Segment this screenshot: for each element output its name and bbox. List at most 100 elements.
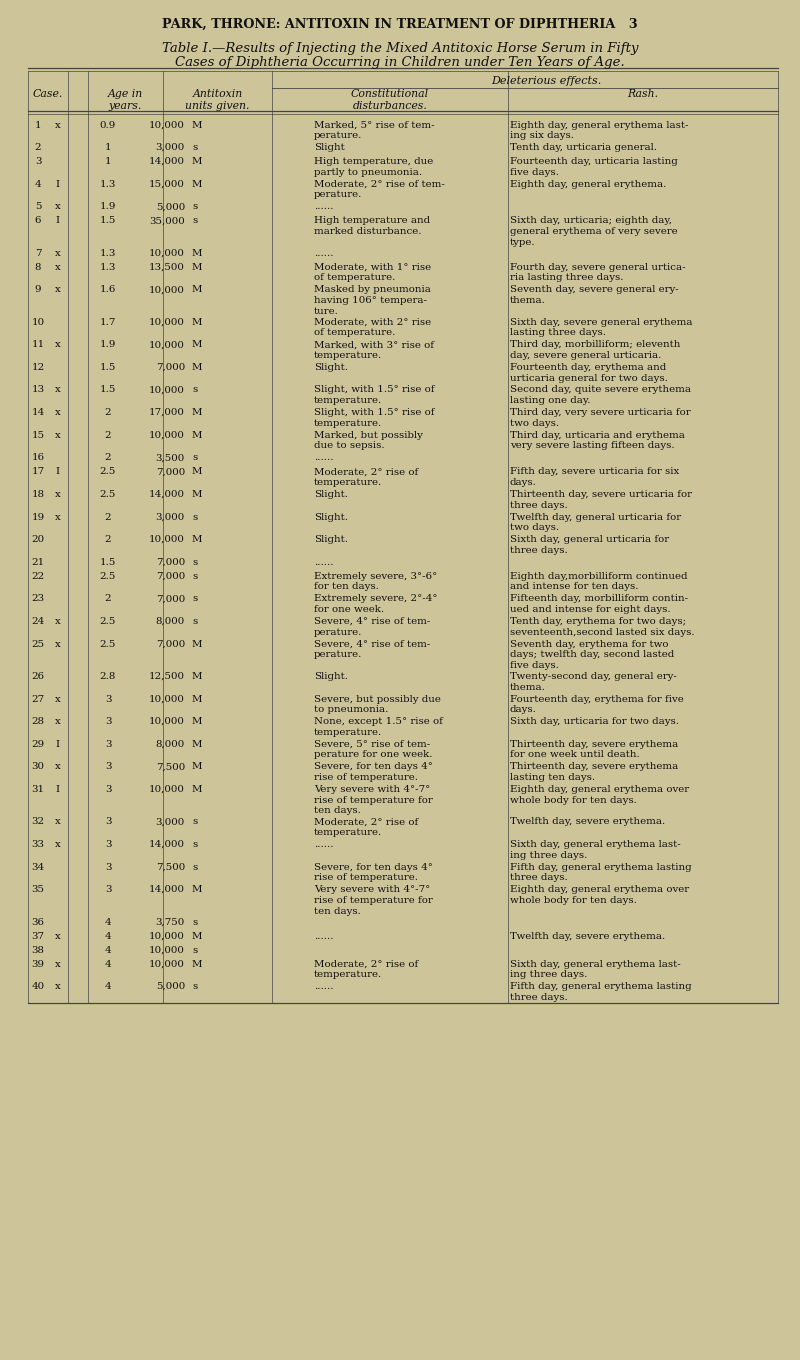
Text: Third day, urticaria and erythema
very severe lasting fifteen days.: Third day, urticaria and erythema very s… xyxy=(510,431,685,450)
Text: M: M xyxy=(192,286,202,294)
Text: 10,000: 10,000 xyxy=(149,385,185,394)
Text: M: M xyxy=(192,695,202,703)
Text: Extremely severe, 3°-6°
for ten days.: Extremely severe, 3°-6° for ten days. xyxy=(314,571,438,592)
Text: M: M xyxy=(192,672,202,681)
Text: M: M xyxy=(192,180,202,189)
Text: s: s xyxy=(192,862,198,872)
Text: 10,000: 10,000 xyxy=(149,286,185,294)
Text: M: M xyxy=(192,431,202,439)
Text: Moderate, with 2° rise
of temperature.: Moderate, with 2° rise of temperature. xyxy=(314,318,431,337)
Text: Sixth day, urticaria for two days.: Sixth day, urticaria for two days. xyxy=(510,717,679,726)
Text: Twenty-second day, general ery-
thema.: Twenty-second day, general ery- thema. xyxy=(510,672,677,692)
Text: 3,000: 3,000 xyxy=(156,817,185,827)
Text: 19: 19 xyxy=(31,513,45,521)
Text: 14,000: 14,000 xyxy=(149,490,185,499)
Text: 2: 2 xyxy=(105,453,111,462)
Text: 10,000: 10,000 xyxy=(149,534,185,544)
Text: x: x xyxy=(55,717,61,726)
Text: Twelfth day, general urticaria for
two days.: Twelfth day, general urticaria for two d… xyxy=(510,513,681,532)
Text: s: s xyxy=(192,594,198,604)
Text: 37: 37 xyxy=(31,932,45,941)
Text: Extremely severe, 2°-4°
for one week.: Extremely severe, 2°-4° for one week. xyxy=(314,594,438,615)
Text: 2: 2 xyxy=(34,143,42,152)
Text: Sixth day, urticaria; eighth day,
general erythema of very severe
type.: Sixth day, urticaria; eighth day, genera… xyxy=(510,216,678,246)
Text: Masked by pneumonia
having 106° tempera-
ture.: Masked by pneumonia having 106° tempera-… xyxy=(314,286,431,316)
Text: 31: 31 xyxy=(31,785,45,794)
Text: Twelfth day, severe erythema.: Twelfth day, severe erythema. xyxy=(510,817,666,827)
Text: s: s xyxy=(192,571,198,581)
Text: 39: 39 xyxy=(31,960,45,968)
Text: 2.5: 2.5 xyxy=(100,617,116,626)
Text: 2.8: 2.8 xyxy=(100,672,116,681)
Text: 4: 4 xyxy=(34,180,42,189)
Text: Sixth day, general erythema last-
ing three days.: Sixth day, general erythema last- ing th… xyxy=(510,960,681,979)
Text: 13: 13 xyxy=(31,385,45,394)
Text: High temperature, due
partly to pneumonia.: High temperature, due partly to pneumoni… xyxy=(314,158,434,177)
Text: x: x xyxy=(55,817,61,827)
Text: 10,000: 10,000 xyxy=(149,431,185,439)
Text: 1: 1 xyxy=(105,143,111,152)
Text: Slight.: Slight. xyxy=(314,490,348,499)
Text: 3: 3 xyxy=(105,817,111,827)
Text: Eighth day, general erythema over
whole body for ten days.: Eighth day, general erythema over whole … xyxy=(510,785,689,805)
Text: 2: 2 xyxy=(105,431,111,439)
Text: 0.9: 0.9 xyxy=(100,121,116,129)
Text: M: M xyxy=(192,932,202,941)
Text: 7,000: 7,000 xyxy=(156,363,185,371)
Text: M: M xyxy=(192,249,202,257)
Text: 2.5: 2.5 xyxy=(100,639,116,649)
Text: 3,000: 3,000 xyxy=(156,513,185,521)
Text: x: x xyxy=(55,408,61,418)
Text: 10,000: 10,000 xyxy=(149,121,185,129)
Text: 3,750: 3,750 xyxy=(156,918,185,926)
Text: M: M xyxy=(192,639,202,649)
Text: 26: 26 xyxy=(31,672,45,681)
Text: Tenth day, erythema for two days;
seventeenth,second lasted six days.: Tenth day, erythema for two days; sevent… xyxy=(510,617,694,636)
Text: Cases of Diphtheria Occurring in Children under Ten Years of Age.: Cases of Diphtheria Occurring in Childre… xyxy=(175,56,625,69)
Text: Moderate, 2° rise of
temperature.: Moderate, 2° rise of temperature. xyxy=(314,960,418,979)
Text: M: M xyxy=(192,468,202,476)
Text: 3: 3 xyxy=(105,885,111,894)
Text: Slight.: Slight. xyxy=(314,363,348,371)
Text: Slight, with 1.5° rise of
temperature.: Slight, with 1.5° rise of temperature. xyxy=(314,385,434,405)
Text: x: x xyxy=(55,639,61,649)
Text: None, except 1.5° rise of
temperature.: None, except 1.5° rise of temperature. xyxy=(314,717,443,737)
Text: s: s xyxy=(192,453,198,462)
Text: x: x xyxy=(55,249,61,257)
Text: ......: ...... xyxy=(314,249,334,257)
Text: 10,000: 10,000 xyxy=(149,249,185,257)
Text: 10,000: 10,000 xyxy=(149,340,185,350)
Text: 25: 25 xyxy=(31,639,45,649)
Text: 13,500: 13,500 xyxy=(149,262,185,272)
Text: M: M xyxy=(192,340,202,350)
Text: 4: 4 xyxy=(105,960,111,968)
Text: Tenth day, urticaria general.: Tenth day, urticaria general. xyxy=(510,143,657,152)
Text: 34: 34 xyxy=(31,862,45,872)
Text: M: M xyxy=(192,363,202,371)
Text: 6: 6 xyxy=(34,216,42,226)
Text: 36: 36 xyxy=(31,918,45,926)
Text: Eighth day,morbilliform continued
and intense for ten days.: Eighth day,morbilliform continued and in… xyxy=(510,571,687,592)
Text: Sixth day, general urticaria for
three days.: Sixth day, general urticaria for three d… xyxy=(510,534,669,555)
Text: 1.6: 1.6 xyxy=(100,286,116,294)
Text: 18: 18 xyxy=(31,490,45,499)
Text: 4: 4 xyxy=(105,945,111,955)
Text: Eighth day, general erythema last-
ing six days.: Eighth day, general erythema last- ing s… xyxy=(510,121,689,140)
Text: 10,000: 10,000 xyxy=(149,960,185,968)
Text: 20: 20 xyxy=(31,534,45,544)
Text: ......: ...... xyxy=(314,453,334,462)
Text: s: s xyxy=(192,918,198,926)
Text: 7: 7 xyxy=(34,249,42,257)
Text: 24: 24 xyxy=(31,617,45,626)
Text: Third day, morbilliform; eleventh
day, severe general urticaria.: Third day, morbilliform; eleventh day, s… xyxy=(510,340,680,360)
Text: I: I xyxy=(56,180,60,189)
Text: 10: 10 xyxy=(31,318,45,326)
Text: I: I xyxy=(56,216,60,226)
Text: Slight.: Slight. xyxy=(314,672,348,681)
Text: Third day, very severe urticaria for
two days.: Third day, very severe urticaria for two… xyxy=(510,408,690,428)
Text: Twelfth day, severe erythema.: Twelfth day, severe erythema. xyxy=(510,932,666,941)
Text: Fourth day, severe general urtica-
ria lasting three days.: Fourth day, severe general urtica- ria l… xyxy=(510,262,686,283)
Text: 3,500: 3,500 xyxy=(156,453,185,462)
Text: x: x xyxy=(55,513,61,521)
Text: s: s xyxy=(192,840,198,849)
